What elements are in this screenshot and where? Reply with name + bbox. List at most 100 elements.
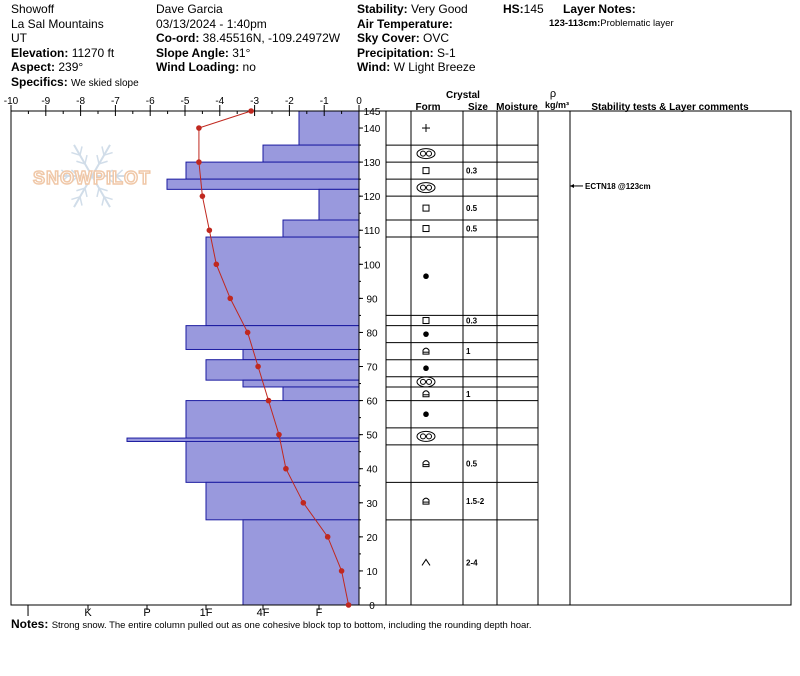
- crystal-form-icon: [416, 148, 436, 160]
- hardness-bar: [185, 325, 360, 350]
- hardness-bar: [262, 144, 360, 163]
- crystal-form-icon: [422, 317, 430, 325]
- temp-tick-label: -5: [181, 96, 190, 107]
- crystal-form-icon: [422, 204, 430, 212]
- observer-name: Dave Garcia: [156, 2, 223, 16]
- crystal-form-icon: [422, 390, 430, 398]
- specifics-row: Specifics: We skied slope: [11, 74, 139, 89]
- notes-text: Strong snow. The entire column pulled ou…: [51, 620, 532, 631]
- hardness-bar: [242, 379, 360, 388]
- mountain-range: La Sal Mountains: [11, 16, 104, 31]
- coord-value: 38.45516N, -109.24972W: [202, 31, 341, 45]
- aspect-row: Aspect: 239°: [11, 60, 84, 74]
- header-right: Stability: Very Good Air Temperature: Sk…: [357, 2, 476, 75]
- depth-tick-label: 130: [364, 158, 381, 169]
- depth-tick-label: 60: [366, 397, 378, 408]
- crystal-form-icon: [423, 331, 429, 337]
- depth-tick-label: 20: [366, 533, 378, 544]
- hardness-bar: [205, 236, 360, 327]
- size-header: Size: [468, 102, 488, 113]
- hardness-tick-label: K: [84, 607, 92, 619]
- depth-tick-label: 80: [366, 328, 378, 339]
- state: UT: [11, 31, 27, 45]
- sky-value: OVC: [423, 31, 450, 45]
- crystal-form-icon: [423, 411, 429, 418]
- temperature-point: [300, 499, 307, 506]
- wind-value: W Light Breeze: [393, 60, 476, 74]
- chart-axes: -10 -9 -8 -7 -6 -5 -4 -3 -2 -1 0I K P 1F 4F F0102030405…: [4, 96, 381, 619]
- elevation-value: 11270 ft: [71, 45, 115, 60]
- crystal-form-icon: [421, 558, 431, 566]
- hs-label: HS:: [503, 2, 524, 16]
- temperature-point: [338, 568, 345, 574]
- temperature-point: [265, 397, 272, 404]
- layer-note-text: Problematic layer: [600, 18, 674, 29]
- snowpilot-watermark: SNOWPILOT: [32, 144, 151, 208]
- crystal-form-icon: [416, 430, 436, 442]
- specifics-value: We skied slope: [71, 77, 139, 89]
- temperature-point: [199, 193, 206, 199]
- hardness-bar: [242, 519, 360, 606]
- hardness-bar: [205, 359, 360, 381]
- crystal-form-icon: [422, 497, 430, 505]
- layer-table: Crystal Form Size Moisture ρkg/m³ Stability t…: [385, 88, 749, 605]
- coord-row: Co-ord: 38.45516N, -109.24972W: [156, 31, 341, 45]
- depth-tick-label: 0: [369, 601, 375, 612]
- density-unit: kg/m³: [545, 100, 569, 110]
- notes-label: Notes:: [11, 617, 49, 631]
- crystal-size: 0.5: [466, 204, 478, 213]
- crystal-form-icon: [422, 124, 430, 133]
- hardness-bar: [205, 481, 360, 521]
- crystal-form-icon: [423, 365, 429, 372]
- layer-note-entry: 123-113cm:Problematic layer: [549, 17, 674, 32]
- wind-loading-value: no: [242, 60, 256, 74]
- hardness-tick-label: F: [316, 607, 323, 619]
- temperature-line: [198, 110, 350, 606]
- depth-tick-label: 50: [366, 431, 378, 442]
- aspect-value: 239°: [58, 60, 84, 74]
- snowflake-icon: [56, 144, 128, 208]
- temp-tick-label: -2: [285, 96, 294, 107]
- hardness-tick-label: 1F: [200, 607, 213, 619]
- crystal-form-icon: [422, 225, 430, 233]
- depth-tick-label: 100: [364, 260, 381, 271]
- temp-tick-label: -7: [111, 96, 120, 107]
- wind-loading-row: Wind Loading: no: [156, 60, 256, 74]
- slope-row: Slope Angle: 31°: [156, 45, 251, 60]
- depth-tick-label: 30: [366, 499, 378, 510]
- hardness-bar: [318, 188, 360, 221]
- layer-notes-title: Layer Notes:: [563, 2, 636, 16]
- location-name: Showoff: [11, 2, 55, 16]
- watermark-text: SNOWPILOT: [33, 168, 151, 188]
- crystal-size: 0.3: [466, 167, 478, 176]
- crystal-form-icon: [416, 182, 436, 194]
- crystal-form-icon: [423, 273, 429, 280]
- crystal-header: Crystal: [446, 90, 480, 101]
- crystal-size: 1: [466, 347, 471, 356]
- depth-tick-label: 70: [366, 363, 378, 374]
- temp-tick-label: -3: [250, 96, 259, 107]
- crystal-size: 0.5: [466, 225, 478, 234]
- comment-arrow: [570, 183, 574, 188]
- temperature-point: [248, 108, 254, 114]
- air-temp-row: Air Temperature:: [357, 16, 453, 31]
- sky-row: Sky Cover: OVC: [357, 31, 450, 45]
- crystal-size: 0.5: [466, 460, 478, 469]
- notes-row: Notes: Strong snow. The entire column pu…: [11, 617, 532, 631]
- temp-tick-label: -10: [4, 96, 19, 107]
- hardness-bars: [126, 110, 360, 606]
- temp-tick-label: 0: [356, 96, 362, 107]
- precip-value: S-1: [437, 45, 456, 60]
- temp-tick-label: -4: [215, 96, 224, 107]
- stability-row: Stability: Very Good: [357, 2, 468, 16]
- depth-tick-label: 140: [364, 124, 381, 135]
- crystal-form-icon: [422, 460, 430, 468]
- temp-tick-label: -9: [41, 96, 50, 107]
- temp-tick-label: -8: [76, 96, 85, 107]
- hs-block: HS:145: [503, 2, 544, 17]
- stability-test-comment: ECTN18 @123cm: [585, 182, 651, 191]
- temperature-point: [213, 261, 220, 268]
- crystal-size: 1: [466, 390, 471, 399]
- crystal-size: 2-4: [466, 558, 478, 567]
